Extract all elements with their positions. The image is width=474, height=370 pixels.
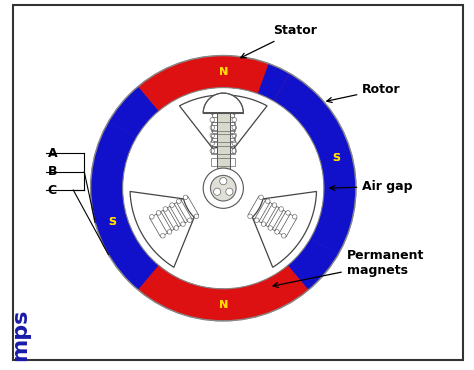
Text: B: B bbox=[48, 165, 57, 178]
Circle shape bbox=[292, 215, 297, 219]
Circle shape bbox=[150, 215, 154, 219]
Wedge shape bbox=[138, 56, 309, 111]
Polygon shape bbox=[203, 93, 244, 113]
Text: Air gap: Air gap bbox=[330, 180, 413, 193]
Wedge shape bbox=[288, 239, 338, 290]
Wedge shape bbox=[109, 87, 159, 138]
Bar bbox=[211, 158, 235, 166]
Text: S: S bbox=[332, 153, 340, 163]
Circle shape bbox=[210, 118, 215, 122]
Circle shape bbox=[268, 226, 273, 230]
Circle shape bbox=[282, 233, 286, 238]
Circle shape bbox=[275, 230, 279, 234]
Circle shape bbox=[176, 199, 181, 204]
Circle shape bbox=[265, 199, 270, 204]
Text: S: S bbox=[108, 217, 116, 227]
Text: mps: mps bbox=[10, 308, 30, 361]
Circle shape bbox=[181, 222, 185, 226]
Wedge shape bbox=[109, 87, 159, 138]
Text: A: A bbox=[48, 147, 57, 160]
Bar bbox=[217, 113, 230, 170]
Text: C: C bbox=[48, 184, 57, 196]
Circle shape bbox=[232, 125, 237, 130]
Polygon shape bbox=[180, 95, 267, 148]
Wedge shape bbox=[288, 239, 338, 290]
Polygon shape bbox=[130, 191, 194, 267]
Circle shape bbox=[210, 133, 215, 138]
Circle shape bbox=[156, 211, 161, 215]
Wedge shape bbox=[138, 265, 309, 321]
Circle shape bbox=[194, 214, 199, 219]
Circle shape bbox=[286, 211, 290, 215]
Circle shape bbox=[174, 226, 179, 230]
Circle shape bbox=[123, 88, 324, 289]
Circle shape bbox=[167, 230, 172, 234]
Text: Rotor: Rotor bbox=[327, 83, 401, 102]
Circle shape bbox=[91, 56, 356, 321]
Wedge shape bbox=[167, 279, 223, 321]
Circle shape bbox=[232, 133, 237, 138]
Circle shape bbox=[219, 178, 227, 185]
Circle shape bbox=[210, 110, 215, 114]
Circle shape bbox=[232, 141, 237, 145]
Wedge shape bbox=[258, 64, 290, 101]
Text: S: S bbox=[108, 217, 116, 227]
Circle shape bbox=[210, 125, 215, 130]
Circle shape bbox=[232, 110, 237, 114]
Wedge shape bbox=[167, 279, 223, 321]
Circle shape bbox=[203, 168, 244, 208]
Circle shape bbox=[161, 233, 165, 238]
Circle shape bbox=[232, 149, 237, 153]
Circle shape bbox=[210, 175, 236, 201]
Circle shape bbox=[259, 195, 264, 200]
Circle shape bbox=[255, 218, 259, 222]
Circle shape bbox=[261, 222, 266, 226]
Text: S: S bbox=[332, 153, 340, 163]
Bar bbox=[211, 122, 235, 131]
Circle shape bbox=[226, 188, 233, 195]
Wedge shape bbox=[91, 122, 181, 309]
Wedge shape bbox=[258, 64, 290, 101]
Circle shape bbox=[170, 203, 174, 208]
Circle shape bbox=[183, 195, 188, 200]
Text: Stator: Stator bbox=[241, 24, 318, 58]
Polygon shape bbox=[252, 191, 317, 267]
Text: N: N bbox=[219, 300, 228, 310]
Wedge shape bbox=[273, 73, 356, 255]
Circle shape bbox=[248, 214, 252, 219]
Circle shape bbox=[214, 188, 221, 195]
Wedge shape bbox=[273, 73, 356, 255]
Wedge shape bbox=[91, 122, 181, 309]
Bar bbox=[211, 134, 235, 142]
Circle shape bbox=[272, 203, 277, 208]
Text: N: N bbox=[219, 67, 228, 77]
Text: Permanent
magnets: Permanent magnets bbox=[273, 249, 424, 287]
Circle shape bbox=[123, 88, 324, 289]
Text: N: N bbox=[219, 67, 228, 77]
Wedge shape bbox=[138, 265, 309, 321]
Circle shape bbox=[210, 141, 215, 145]
Circle shape bbox=[279, 207, 283, 211]
Circle shape bbox=[188, 218, 192, 222]
Wedge shape bbox=[138, 56, 309, 111]
Text: N: N bbox=[219, 300, 228, 310]
Circle shape bbox=[210, 149, 215, 153]
Circle shape bbox=[163, 207, 168, 211]
Circle shape bbox=[232, 118, 237, 122]
Bar bbox=[211, 146, 235, 154]
